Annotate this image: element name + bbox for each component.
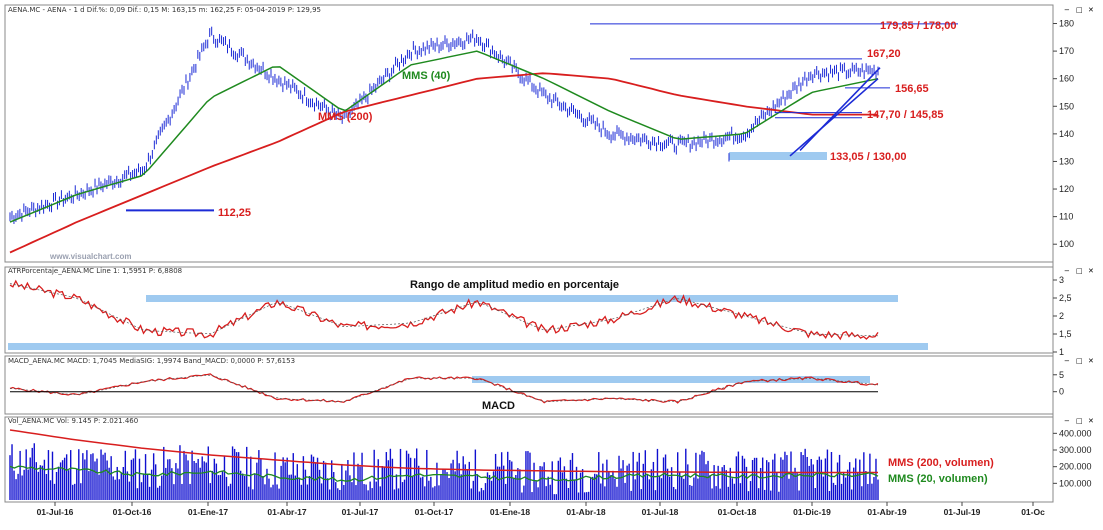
vol200-line — [9, 429, 878, 474]
y-tick-label: 150 — [1059, 101, 1074, 111]
y-axis-ticks: 100 110 120 130 140 150 160 170 180 1 1,5 2 2,5 3 0 5 10… — [1053, 19, 1092, 488]
maximize-icon[interactable]: □ — [1076, 417, 1083, 425]
macd-title: MACD — [482, 400, 515, 412]
macd-panel — [4, 355, 1054, 415]
y-tick-label: 0 — [1059, 387, 1064, 397]
y-tick-label: 5 — [1059, 370, 1064, 380]
y-tick-label: 130 — [1059, 156, 1074, 166]
y-tick-label: 110 — [1059, 212, 1073, 222]
x-tick-label: 01-Dic-19 — [793, 507, 831, 517]
minimize-icon[interactable]: − — [1064, 267, 1070, 275]
macd-header: MACD_AENA.MC MACD: 1,7045 MediaSIG: 1,99… — [8, 357, 295, 365]
y-tick-label: 2,5 — [1059, 293, 1072, 303]
maximize-icon[interactable]: □ — [1076, 357, 1083, 365]
x-tick-label: 01-Ene-17 — [188, 507, 228, 517]
y-tick-label: 160 — [1059, 74, 1074, 84]
macd-line — [9, 373, 879, 404]
y-tick-label: 140 — [1059, 129, 1074, 139]
x-tick-label: 01-Oct-18 — [718, 507, 757, 517]
y-tick-label: 120 — [1059, 184, 1074, 194]
x-tick-label: 01-Jul-18 — [642, 507, 679, 517]
atr-panel — [4, 266, 1054, 354]
atr-header: ATRPorcentaje_AENA.MC Line 1: 1,5951 P: … — [8, 267, 182, 275]
price-header: AENA.MC - AENA - 1 d Dif.%: 0,09 Dif.: 0… — [8, 6, 321, 14]
close-icon[interactable]: ✕ — [1088, 417, 1094, 425]
price-bars — [9, 26, 879, 224]
x-tick-label: 01-Oct-16 — [113, 507, 152, 517]
watermark: www.visualchart.com — [49, 252, 132, 261]
x-tick-label: 01-Jul-17 — [342, 507, 379, 517]
level-label-133: 133,05 / 130,00 — [830, 151, 906, 163]
price-panel — [4, 4, 1054, 263]
support-resistance-lines — [126, 23, 958, 212]
maximize-icon[interactable]: □ — [1076, 6, 1083, 14]
level-label-156: 156,65 — [895, 83, 929, 95]
y-tick-label: 180 — [1059, 19, 1074, 29]
level-label-147: 147,70 / 145,85 — [867, 109, 943, 121]
level-label-167: 167,20 — [867, 48, 901, 60]
y-tick-label: 1,5 — [1059, 329, 1072, 339]
vol20-label: MMS (20, volumen) — [888, 473, 988, 485]
atr-highlight-bottom — [8, 343, 928, 350]
atr-title: Rango de amplitud medio en porcentaje — [410, 279, 619, 291]
close-icon[interactable]: ✕ — [1088, 357, 1094, 365]
vol200-label: MMS (200, volumen) — [888, 457, 994, 469]
minimize-icon[interactable]: − — [1064, 417, 1070, 425]
y-tick-label: 200.000 — [1059, 462, 1092, 472]
trend-line — [799, 67, 881, 151]
series-lines — [9, 50, 879, 482]
y-tick-label: 400.000 — [1059, 428, 1092, 438]
trend-line — [789, 78, 879, 157]
y-tick-label: 1 — [1059, 347, 1064, 357]
volume-header: Vol_AENA.MC Vol: 9.145 P: 2.021.460 — [8, 417, 138, 425]
y-tick-label: 100.000 — [1059, 478, 1092, 488]
y-tick-label: 100 — [1059, 239, 1074, 249]
level-label-112: 112,25 — [218, 207, 251, 219]
atr-highlight-top — [146, 295, 898, 302]
ma40-line — [9, 50, 879, 223]
minimize-icon[interactable]: − — [1064, 6, 1070, 14]
x-tick-label: 01-Ene-18 — [490, 507, 530, 517]
support-box — [729, 152, 827, 160]
y-tick-label: 2 — [1059, 311, 1064, 321]
x-tick-label: 01-Jul-19 — [944, 507, 981, 517]
x-tick-label: 01-Oc — [1021, 507, 1045, 517]
atr-signal-line — [9, 283, 879, 337]
vol20-line — [9, 465, 879, 482]
level-label-179: 179,85 / 178,00 — [880, 20, 956, 32]
x-tick-label: 01-Abr-18 — [566, 507, 605, 517]
close-icon[interactable]: ✕ — [1088, 6, 1094, 14]
y-tick-label: 170 — [1059, 46, 1074, 56]
ma200-line — [9, 72, 878, 254]
ma200-label: MMS (200) — [318, 111, 373, 123]
x-axis-ticks: 01-Jul-16 01-Oct-16 01-Ene-17 01-Abr-17 01-J… — [37, 502, 1045, 517]
x-tick-label: 01-Jul-16 — [37, 507, 74, 517]
y-tick-label: 300.000 — [1059, 445, 1092, 455]
y-tick-label: 3 — [1059, 275, 1064, 285]
window-controls-price: − □ ✕ — [1064, 6, 1094, 14]
x-tick-label: 01-Abr-19 — [867, 507, 906, 517]
panel-frames — [4, 4, 1054, 503]
ma40-label: MMS (40) — [402, 70, 451, 82]
x-tick-label: 01-Oct-17 — [415, 507, 454, 517]
maximize-icon[interactable]: □ — [1076, 267, 1083, 275]
macd-highlight — [472, 376, 870, 383]
minimize-icon[interactable]: − — [1064, 357, 1070, 365]
close-icon[interactable]: ✕ — [1088, 267, 1094, 275]
x-tick-label: 01-Abr-17 — [267, 507, 306, 517]
